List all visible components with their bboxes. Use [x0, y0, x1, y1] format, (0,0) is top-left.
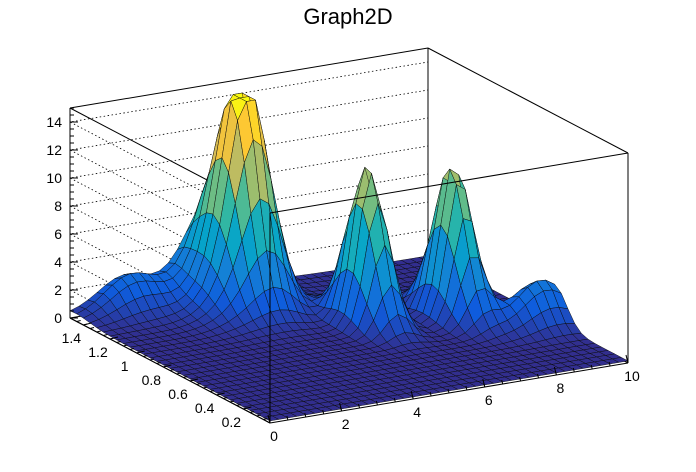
x-tick-label: 6 [485, 392, 493, 408]
z-tick-label: 12 [46, 142, 62, 158]
surface-mesh [69, 92, 629, 422]
y-tick-label: 0.8 [142, 372, 162, 388]
back-top-edge [69, 47, 429, 109]
z-tick-label: 2 [54, 282, 62, 298]
y-minor-tick [196, 383, 201, 385]
x-minor-tick [554, 370, 557, 376]
y-minor-tick [83, 323, 88, 326]
x-minor-tick [304, 412, 307, 418]
y-tick-label: 1 [121, 358, 129, 374]
x-tick-label: 8 [557, 380, 565, 396]
y-minor-tick [169, 369, 175, 371]
y-minor-tick [243, 407, 248, 410]
z-tick-label: 6 [54, 226, 62, 242]
y-minor-tick [129, 348, 135, 350]
y-minor-tick [136, 351, 141, 354]
y-minor-tick [229, 400, 235, 403]
x-minor-tick [626, 358, 629, 364]
z-tick-label: 0 [54, 310, 62, 326]
x-minor-tick [286, 415, 289, 421]
y-minor-tick [236, 404, 241, 406]
front-top-edge [269, 152, 629, 214]
x-minor-tick [358, 403, 360, 409]
x-minor-tick [519, 376, 522, 382]
z-tick-label: 14 [46, 114, 62, 130]
y-tick-label: 0.4 [195, 400, 215, 416]
x-minor-tick [447, 388, 450, 394]
x-minor-tick [572, 367, 575, 373]
y-minor-tick [103, 334, 108, 336]
y-minor-tick [249, 411, 255, 413]
x-tick-label: 10 [624, 368, 640, 384]
x-tick-label: 4 [413, 404, 421, 420]
x-minor-tick [590, 364, 593, 370]
y-minor-tick [263, 418, 268, 420]
y-minor-tick [156, 362, 161, 364]
y-minor-tick [116, 341, 121, 343]
x-minor-tick [501, 379, 504, 385]
x-minor-tick [608, 361, 611, 367]
y-minor-tick [76, 320, 81, 322]
y-minor-tick [256, 414, 261, 417]
x-minor-tick [483, 382, 486, 388]
y-minor-tick [216, 393, 221, 396]
x-minor-tick [375, 400, 378, 406]
x-minor-tick [429, 391, 432, 397]
y-minor-tick [96, 330, 101, 333]
x-tick-label: 2 [342, 416, 350, 432]
x-minor-tick [268, 418, 271, 424]
y-minor-tick [143, 355, 148, 357]
y-minor-tick [123, 344, 128, 347]
chart-title: Graph2D [303, 4, 393, 29]
x-minor-tick [340, 406, 343, 412]
y-tick-label: 1.2 [88, 344, 108, 360]
y-minor-tick [149, 358, 155, 361]
y-minor-tick [209, 390, 215, 392]
x-minor-tick [465, 385, 468, 391]
y-minor-tick [203, 386, 208, 389]
y-minor-tick [176, 372, 181, 375]
y-minor-tick [109, 337, 115, 340]
x-minor-tick [393, 397, 396, 403]
x-tick-label: 0 [270, 428, 278, 444]
y-minor-tick [163, 365, 168, 368]
y-tick-label: 0.6 [168, 386, 188, 402]
z-tick-label: 8 [54, 198, 62, 214]
x-minor-tick [411, 394, 414, 400]
z-tick-label: 4 [54, 254, 62, 270]
y-tick-label: 0.2 [222, 414, 242, 430]
y-minor-tick [89, 327, 95, 329]
y-minor-tick [183, 376, 188, 378]
y-minor-tick [223, 397, 228, 399]
z-tick-label: 10 [46, 170, 62, 186]
y-minor-tick [189, 379, 195, 382]
x-minor-tick [537, 373, 539, 379]
right-top-edge [427, 47, 629, 154]
x-minor-tick [322, 409, 325, 415]
y-tick-label: 1.4 [62, 330, 82, 346]
surface-cell [611, 357, 629, 363]
